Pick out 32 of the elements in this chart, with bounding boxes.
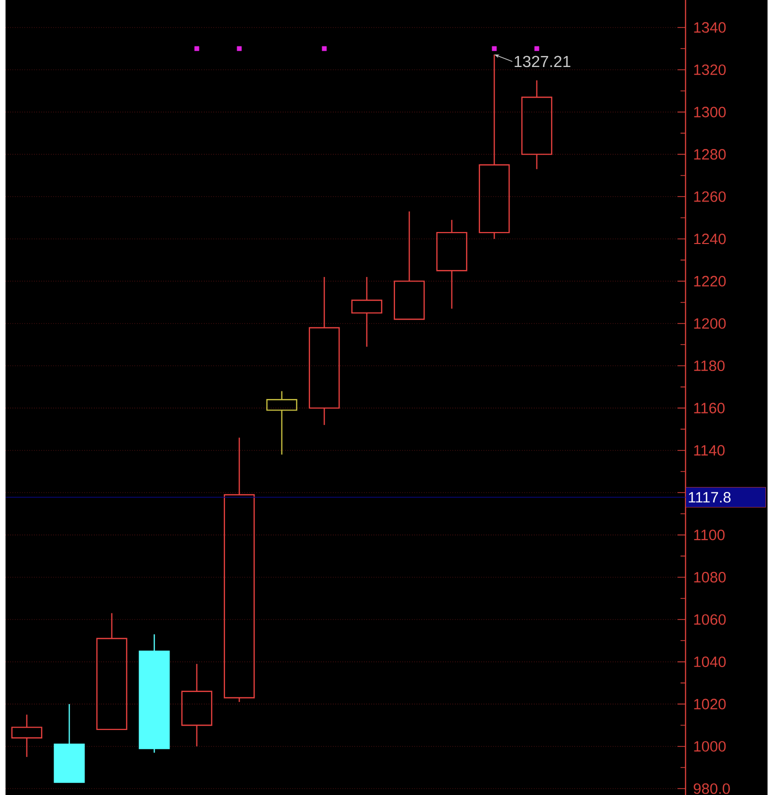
y-tick-label: 1280 [694,149,726,160]
y-tick-label: 1300 [694,106,726,118]
y-tick-label: 1320 [694,64,726,76]
y-tick-label: 1200 [694,318,726,329]
candlestick [139,634,170,754]
y-tick-label: 1140 [694,445,725,456]
y-tick-label: 1340 [694,22,726,33]
y-tick-label: 1240 [694,234,726,244]
y-tick-label: 1020 [694,698,726,710]
candlestick [54,703,85,783]
y-tick-label: 1220 [694,276,726,286]
candlestick [309,276,340,426]
ref-line-label: 1117.8 [689,492,731,503]
y-tick-label: 1260 [694,191,726,202]
candlestick [224,437,255,703]
candlestick [182,663,212,747]
candlestick [12,714,42,758]
candlestick [352,276,382,348]
y-tick-label: 1160 [694,402,725,414]
y-tick-label: 1180 [694,360,725,372]
candlestick [522,80,552,170]
y-tick-label: 1060 [694,614,726,625]
candlestick [266,390,298,456]
y-tick-label: 1040 [694,656,726,668]
candlestick [436,219,468,310]
annotation: 1327.21 [514,56,571,68]
y-tick-label: 1000 [694,741,726,752]
y-tick-label: 980.0 [694,783,730,794]
candlestick [394,210,425,320]
candlestick [96,612,128,730]
y-tick-label: 1080 [694,572,726,582]
y-tick-label: 1100 [694,530,725,540]
